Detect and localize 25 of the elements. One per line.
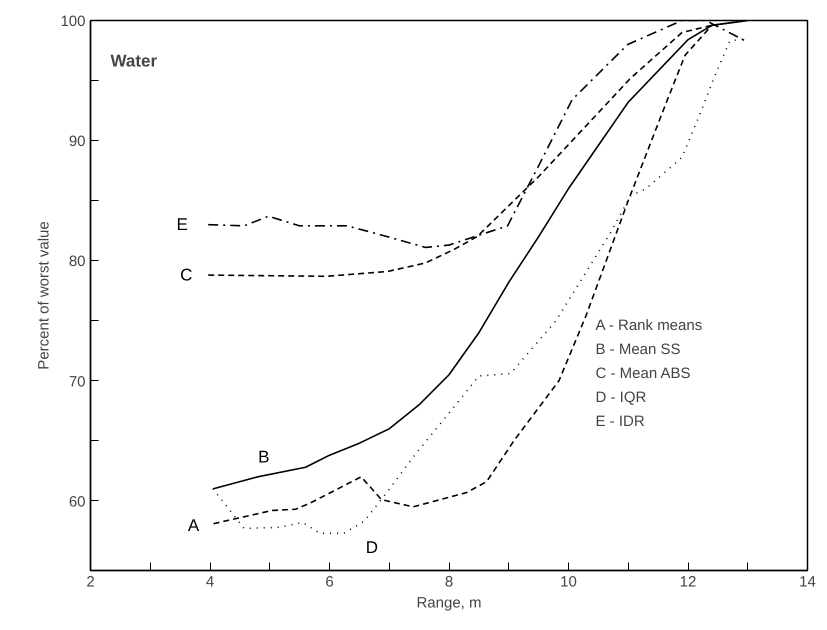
y-tick-label: 100: [60, 13, 86, 30]
annotation: B - Mean SS: [596, 341, 681, 358]
y-tick-label: 90: [68, 133, 86, 150]
series-label: B: [258, 447, 270, 466]
y-axis-title: Percent of worst value: [35, 221, 52, 370]
annotation: A - Rank means: [596, 317, 702, 334]
y-tick-label: 80: [68, 253, 86, 270]
x-tick-label: 8: [444, 574, 454, 590]
annotation: D - IQR: [596, 389, 646, 406]
x-tick-label: 10: [560, 574, 577, 590]
x-tick-label: 12: [680, 574, 696, 590]
x-tick-label: 4: [206, 574, 214, 590]
series-label: D: [366, 538, 378, 557]
series-label: E: [176, 215, 188, 234]
series-label: A: [188, 516, 200, 536]
annotation: C - Mean ABS: [596, 365, 691, 382]
text: Water: [110, 52, 158, 70]
x-tick-label: 2: [86, 574, 95, 590]
x-axis-title: Range, m: [416, 594, 482, 612]
y-tick-label: 70: [68, 373, 86, 390]
x-tick-label: 6: [325, 574, 334, 590]
y-tick-label: 60: [68, 493, 86, 510]
annotation: E - IDR: [596, 413, 645, 430]
series-label: C: [180, 266, 192, 285]
x-tick-label: 14: [799, 574, 816, 590]
